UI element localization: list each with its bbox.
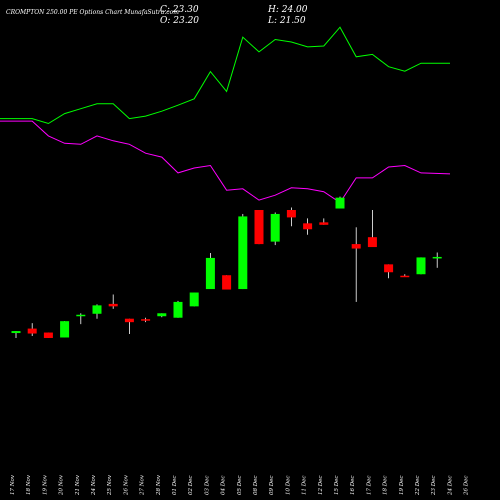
- candle-body: [189, 292, 199, 307]
- x-tick-label: 21 Nov: [75, 474, 81, 496]
- x-tick-label: 19 Nov: [42, 474, 48, 495]
- candle-body: [303, 223, 313, 230]
- x-tick-label: 27 Nov: [140, 474, 146, 496]
- x-tick-label: 12 Dec: [318, 476, 324, 496]
- x-tick-label: 20 Nov: [59, 474, 65, 496]
- x-tick-label: 01 Dec: [172, 476, 178, 496]
- x-tick-label: 15 Dec: [334, 476, 340, 496]
- x-tick-label: 24 Dec: [447, 476, 453, 497]
- candle-body: [205, 257, 215, 290]
- x-tick-label: 09 Dec: [269, 476, 275, 496]
- x-tick-label: 08 Dec: [253, 476, 259, 496]
- open-value: O: 23.20: [160, 16, 200, 26]
- candle-body: [432, 256, 442, 259]
- candle-body: [11, 331, 21, 334]
- candle-body: [60, 321, 70, 338]
- x-tick-label: 04 Dec: [221, 476, 227, 496]
- candle-body: [367, 237, 377, 248]
- candle-body: [286, 210, 296, 218]
- x-tick-label: 17 Dec: [366, 476, 372, 496]
- candle-body: [384, 264, 394, 273]
- candle-body: [141, 319, 151, 321]
- high-value: H: 24.00: [268, 5, 308, 15]
- candle-body: [108, 303, 118, 307]
- candle-body: [416, 257, 426, 275]
- x-tick-label: 25 Nov: [107, 474, 113, 496]
- low-value: L: 21.50: [268, 16, 306, 26]
- x-tick-label: 16 Dec: [350, 476, 356, 496]
- candle-body: [319, 222, 329, 225]
- x-tick-label: 02 Dec: [188, 476, 194, 496]
- candle-body: [400, 275, 410, 278]
- close-value: C: 23.30: [160, 5, 199, 15]
- candle-body: [351, 244, 361, 249]
- x-tick-label: 26 Nov: [123, 474, 129, 496]
- x-tick-label: 28 Nov: [156, 474, 162, 496]
- candle-body: [43, 332, 53, 338]
- x-tick-label: 17 Nov: [10, 474, 16, 495]
- candle-body: [76, 314, 86, 317]
- x-tick-label: 18 Dec: [383, 476, 389, 496]
- x-tick-label: 19 Dec: [399, 476, 405, 496]
- chart-title: CROMPTON 250.00 PE Options Chart MunafaS…: [6, 9, 179, 16]
- x-tick-label: 10 Dec: [285, 476, 291, 496]
- candle-body: [222, 275, 232, 290]
- candle-body: [173, 301, 183, 318]
- candle-body: [27, 328, 37, 334]
- candle-body: [335, 197, 345, 209]
- x-tick-label: 05 Dec: [237, 476, 243, 496]
- x-tick-label: 11 Dec: [302, 476, 308, 496]
- lower-band-line: [0, 120, 451, 204]
- x-tick-label: 22 Dec: [415, 476, 421, 497]
- x-tick-label: 26 Dec: [464, 476, 470, 497]
- x-tick-label: 23 Dec: [431, 476, 437, 497]
- candle-body: [124, 318, 134, 323]
- x-tick-label: 03 Dec: [204, 476, 210, 496]
- candle-body: [254, 210, 264, 245]
- candle-body: [238, 216, 248, 290]
- candle-body: [92, 305, 102, 314]
- candle-body: [270, 213, 280, 242]
- upper-band-line: [0, 26, 450, 125]
- x-tick-label: 18 Nov: [26, 474, 32, 495]
- candle-body: [157, 313, 167, 317]
- x-tick-label: 24 Nov: [91, 474, 97, 496]
